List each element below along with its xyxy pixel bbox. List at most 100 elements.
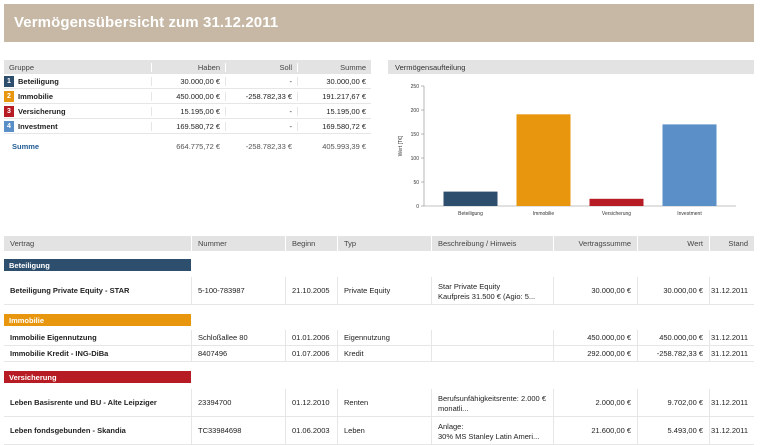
contract-value: 30.000,00 €: [637, 277, 709, 304]
summary-row[interactable]: 1 Beteiligung 30.000,00 € - 30.000,00 €: [4, 74, 371, 89]
contract-type: Eigennutzung: [337, 330, 431, 345]
contract-number: 23394700: [191, 389, 285, 416]
section-header[interactable]: Versicherung: [4, 371, 191, 383]
contract-start: 01.06.2003: [285, 417, 337, 444]
bar: [443, 191, 498, 206]
contract-sum: 292.000,00 €: [553, 346, 637, 361]
group-name: Investment: [18, 121, 58, 131]
haben-value: 15.195,00 €: [151, 106, 225, 116]
soll-value: -258.782,33 €: [225, 91, 297, 101]
summe-value: 15.195,00 €: [297, 106, 371, 116]
group-name: Immobilie: [18, 91, 54, 101]
bar: [516, 114, 571, 206]
col-header[interactable]: Stand: [709, 236, 754, 251]
col-header[interactable]: Wert: [637, 236, 709, 251]
contract-name: Immobilie Kredit - ING-DiBa: [10, 349, 109, 358]
contract-date: 31.12.2011: [709, 417, 754, 444]
contract-description: Berufsunfähigkeitsrente: 2.000 € monatli…: [431, 389, 553, 416]
summary-group-cell: 1 Beteiligung: [4, 75, 151, 87]
desc-line-2: Kaufpreis 31.500 € (Agio: 5...: [438, 292, 536, 301]
summary-group-cell: 4 Investment: [4, 120, 151, 132]
contract-number: 8407496: [191, 346, 285, 361]
col-header[interactable]: Beschreibung / Hinweis: [431, 236, 553, 251]
contracts-table: Vertrag Nummer Beginn Typ Beschreibung / Hin…: [4, 236, 754, 445]
x-tick-label: Immobilie: [533, 211, 555, 217]
section-header[interactable]: Beteiligung: [4, 259, 191, 271]
summary-row[interactable]: 4 Investment 169.580,72 € - 169.580,72 €: [4, 119, 371, 134]
col-gruppe[interactable]: Gruppe: [9, 62, 35, 72]
contract-row[interactable]: Leben fondsgebunden - Skandia TC33984698…: [4, 417, 754, 445]
summary-header: Gruppe Haben Soll Summe: [4, 60, 371, 74]
contract-name: Leben Basisrente und BU - Alte Leipziger: [10, 398, 157, 407]
contract-date: 31.12.2011: [709, 330, 754, 345]
desc-line-1: Star Private Equity: [438, 282, 501, 291]
contract-type: Renten: [337, 389, 431, 416]
total-soll: -258.782,33 €: [225, 141, 297, 151]
contract-start: 01.07.2006: [285, 346, 337, 361]
col-header[interactable]: Typ: [337, 236, 431, 251]
total-summe: 405.993,39 €: [297, 141, 371, 151]
contract-name: Immobilie Eigennutzung: [10, 333, 97, 342]
col-summe[interactable]: Summe: [297, 62, 371, 72]
desc-line-1: Anlage:: [438, 422, 464, 431]
contract-type: Private Equity: [337, 277, 431, 304]
soll-value: -: [225, 106, 297, 116]
summary-group-cell: 2 Immobilie: [4, 90, 151, 102]
contract-row[interactable]: Leben Basisrente und BU - Alte Leipziger…: [4, 389, 754, 417]
contract-start: 01.12.2010: [285, 389, 337, 416]
soll-value: -: [225, 121, 297, 131]
section-header[interactable]: Immobilie: [4, 314, 191, 326]
y-tick-label: 50: [413, 180, 419, 186]
asset-bar-chart: 0 50 100 150 200 250 Wert [T€] Beteiligung Immob…: [398, 84, 736, 217]
contract-number: Schloßallee 80: [191, 330, 285, 345]
group-number-badge: 3: [4, 105, 14, 117]
contract-row[interactable]: Immobilie Eigennutzung Schloßallee 80 01…: [4, 330, 754, 346]
contract-type: Kredit: [337, 346, 431, 361]
y-axis-label: Wert [T€]: [398, 135, 404, 156]
contract-start: 01.01.2006: [285, 330, 337, 345]
y-tick-label: 200: [411, 108, 420, 114]
col-soll[interactable]: Soll: [225, 62, 297, 72]
group-number-badge: 4: [4, 120, 14, 132]
contract-number: TC33984698: [191, 417, 285, 444]
contract-name: Beteiligung Private Equity - STAR: [10, 286, 130, 295]
summary-row[interactable]: 3 Versicherung 15.195,00 € - 15.195,00 €: [4, 104, 371, 119]
col-header[interactable]: Beginn: [285, 236, 337, 251]
col-haben[interactable]: Haben: [151, 62, 225, 72]
soll-value: -: [225, 76, 297, 86]
col-header[interactable]: Nummer: [191, 236, 285, 251]
contract-row[interactable]: Beteiligung Private Equity - STAR 5-100-…: [4, 277, 754, 305]
contract-name: Leben fondsgebunden - Skandia: [10, 426, 126, 435]
summary-total-row: Summe 664.775,72 € -258.782,33 € 405.993…: [4, 137, 371, 155]
summe-value: 191.217,67 €: [297, 91, 371, 101]
haben-value: 169.580,72 €: [151, 121, 225, 131]
contracts-header: Vertrag Nummer Beginn Typ Beschreibung / Hin…: [4, 236, 754, 251]
contract-value: 9.702,00 €: [637, 389, 709, 416]
contract-value: 450.000,00 €: [637, 330, 709, 345]
col-header[interactable]: Vertragssumme: [553, 236, 637, 251]
bar: [662, 124, 717, 206]
desc-line-2: 30% MS Stanley Latin Ameri...: [438, 432, 540, 441]
group-number-badge: 1: [4, 75, 14, 87]
contract-description: Star Private Equity Kaufpreis 31.500 € (…: [431, 277, 553, 304]
total-haben: 664.775,72 €: [151, 141, 225, 151]
col-header[interactable]: Vertrag: [10, 239, 35, 248]
contract-number: 5-100-783987: [191, 277, 285, 304]
total-label: Summe: [12, 141, 40, 151]
contract-date: 31.12.2011: [709, 277, 754, 304]
summary-row[interactable]: 2 Immobilie 450.000,00 € -258.782,33 € 1…: [4, 89, 371, 104]
group-name: Versicherung: [18, 106, 66, 116]
contract-start: 21.10.2005: [285, 277, 337, 304]
bar: [589, 198, 644, 206]
contract-sum: 450.000,00 €: [553, 330, 637, 345]
contract-type: Leben: [337, 417, 431, 444]
group-name: Beteiligung: [18, 76, 59, 86]
page-title: Vermögensübersicht zum 31.12.2011: [4, 4, 754, 42]
x-tick-label: Investment: [677, 211, 702, 217]
desc-line-1: Berufsunfähigkeitsrente: 2.000 €: [438, 394, 546, 403]
y-tick-label: 250: [411, 84, 420, 90]
group-number-badge: 2: [4, 90, 14, 102]
summe-value: 169.580,72 €: [297, 121, 371, 131]
contract-row[interactable]: Immobilie Kredit - ING-DiBa 8407496 01.0…: [4, 346, 754, 362]
haben-value: 30.000,00 €: [151, 76, 225, 86]
